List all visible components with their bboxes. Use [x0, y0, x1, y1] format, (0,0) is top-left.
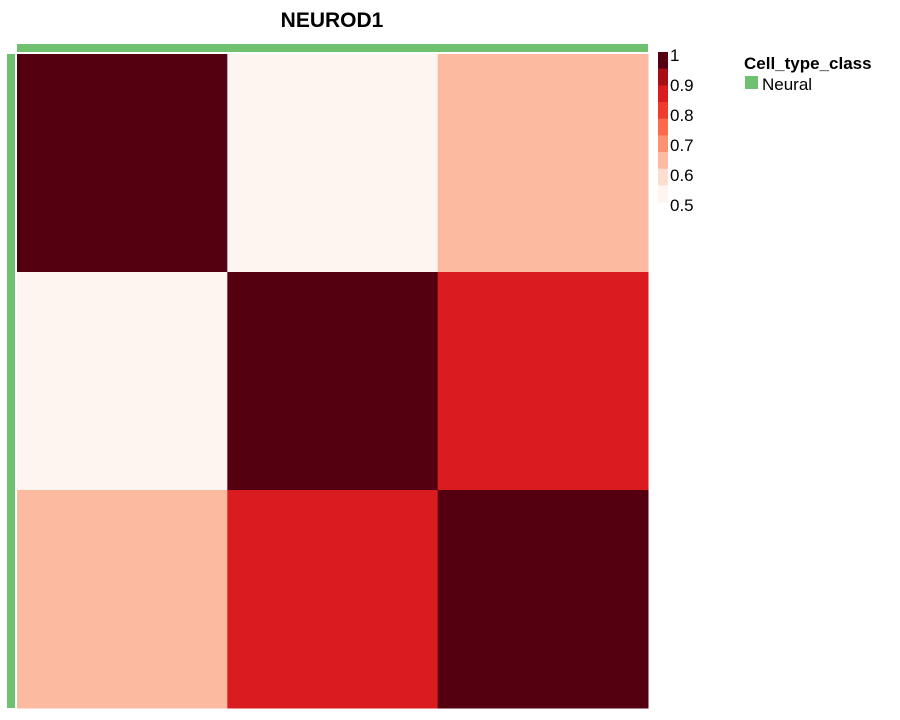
annotation-legend-label: Neural — [762, 75, 812, 94]
color-scale-ticks: 1 0.9 0.8 0.7 0.6 0.5 — [670, 46, 694, 215]
heatmap-cell — [437, 490, 649, 709]
heatmap-cell — [437, 54, 649, 273]
color-scale-tick: 0.6 — [670, 166, 694, 185]
color-scale-tick: 1 — [670, 46, 679, 65]
color-scale-step — [658, 135, 668, 153]
color-scale-legend — [658, 52, 668, 203]
heatmap-cells — [17, 54, 649, 709]
color-scale-step — [658, 152, 668, 170]
color-scale-step — [658, 102, 668, 120]
column-annotation-bar — [17, 44, 648, 52]
color-scale-tick: 0.7 — [670, 136, 694, 155]
color-scale-step — [658, 118, 668, 136]
heatmap-cell — [437, 272, 649, 491]
annotation-legend-swatch — [745, 76, 758, 89]
heatmap-cell — [227, 490, 439, 709]
heatmap-cell — [227, 54, 439, 273]
heatmap-cell — [227, 272, 439, 491]
heatmap-cell — [17, 272, 228, 491]
annotation-legend-title: Cell_type_class — [744, 54, 872, 73]
color-scale-tick: 0.9 — [670, 76, 694, 95]
color-scale-step — [658, 52, 668, 70]
color-scale-step — [658, 185, 668, 203]
row-annotation-bar — [7, 54, 15, 708]
color-scale-tick: 0.5 — [670, 196, 694, 215]
color-scale-step — [658, 85, 668, 103]
color-scale-tick: 0.8 — [670, 106, 694, 125]
color-scale-step — [658, 168, 668, 186]
color-scale-step — [658, 68, 668, 86]
annotation-legend: Cell_type_class Neural — [744, 54, 872, 94]
heatmap-cell — [17, 54, 228, 273]
heatmap-cell — [17, 490, 228, 709]
chart-title: NEUROD1 — [281, 9, 384, 32]
